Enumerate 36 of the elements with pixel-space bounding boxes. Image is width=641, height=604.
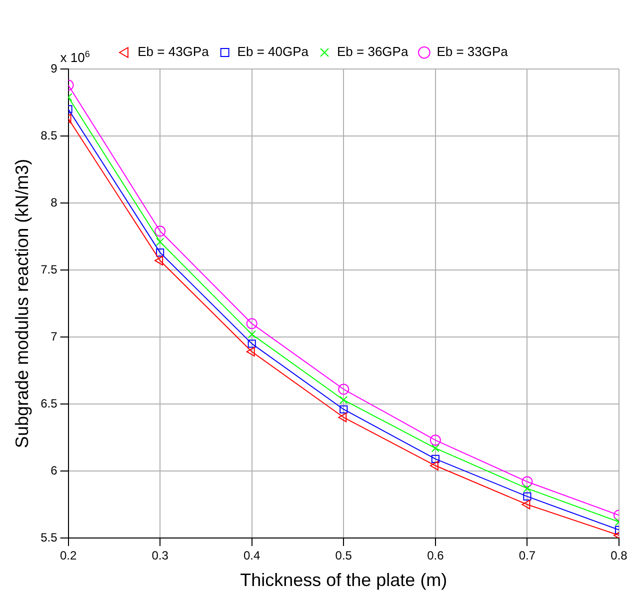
- legend-label: Eb = 43GPa: [138, 44, 210, 60]
- y-axis-title: Subgrade modulus reaction (kN/m3): [12, 158, 32, 448]
- x-tick-label: 0.8: [610, 548, 628, 563]
- point: [248, 330, 256, 338]
- y-tick-label: 8.5: [40, 128, 58, 142]
- y-tick-label: 8: [50, 195, 58, 210]
- point: [156, 248, 164, 257]
- legend-label: Eb = 33GPa: [436, 44, 509, 60]
- legend-label: Eb = 36GPa: [337, 44, 409, 60]
- point: [246, 318, 258, 330]
- point: [430, 460, 438, 470]
- point: [154, 226, 166, 237]
- point: [430, 434, 441, 446]
- y-tick-label: 7.5: [40, 262, 58, 276]
- point: [431, 444, 440, 452]
- x-tick-label: 0.3: [152, 548, 169, 563]
- x-tick-label: 0.2: [60, 548, 77, 563]
- x-tick-label: 0.6: [427, 548, 444, 563]
- point: [431, 454, 440, 463]
- point: [522, 500, 530, 510]
- x-axis-title: Thickness of the plate (m): [240, 570, 448, 590]
- point: [156, 238, 164, 246]
- point: [340, 405, 348, 414]
- x-tick-label: 0.7: [518, 548, 536, 563]
- x-tick-label: 0.5: [335, 548, 352, 563]
- y-tick-label: 5.5: [40, 530, 58, 544]
- point: [338, 412, 347, 422]
- y-tick-label: 6: [50, 463, 58, 478]
- point: [338, 384, 350, 395]
- y-tick-label: 7: [50, 329, 58, 344]
- y-tick-label: 6.5: [40, 396, 58, 410]
- x-tick-label: 0.4: [244, 548, 261, 563]
- y-tick-label: 9: [50, 61, 58, 76]
- legend-label: Eb = 40GPa: [237, 44, 310, 60]
- point: [248, 340, 256, 348]
- point: [340, 396, 348, 404]
